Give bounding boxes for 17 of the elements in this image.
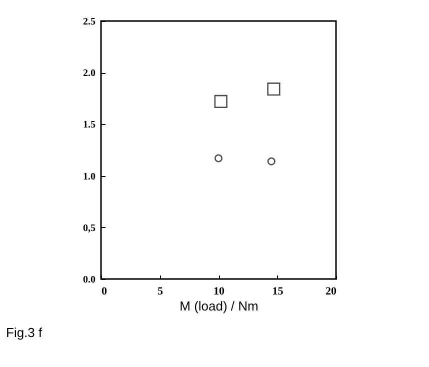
y-tick-label: 0,5: [83, 222, 96, 234]
x-tick-label: 10: [214, 286, 225, 298]
x-tick-label: 15: [272, 286, 284, 298]
point: [267, 157, 276, 166]
point: [214, 94, 228, 108]
point: [214, 154, 223, 162]
x-tick-label: 0: [102, 286, 108, 298]
point: [267, 82, 280, 96]
caption: Fig.3 f: [6, 325, 42, 340]
y-tick-label: 1.5: [83, 120, 96, 131]
y-tick-label: 2.5: [83, 16, 96, 28]
y-tick-label: 0.0: [83, 274, 96, 286]
x-axis-title: M (load) / Nm: [180, 298, 258, 314]
x-tick-label: 20: [326, 286, 337, 298]
y-tick-label: 1.0: [83, 171, 96, 182]
y-tick-label: 2.0: [83, 68, 96, 80]
x-tick-label: 5: [158, 286, 164, 298]
